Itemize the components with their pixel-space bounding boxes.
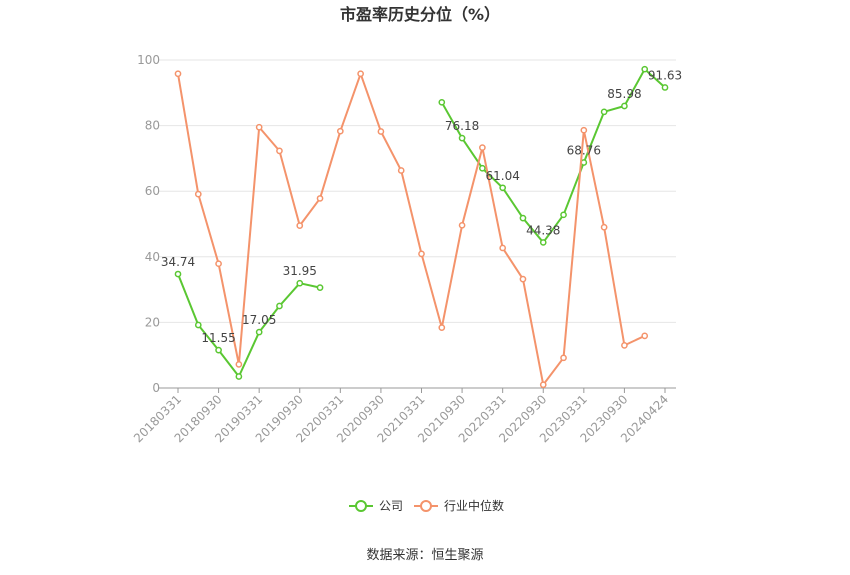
legend-item-industry-median[interactable]: 行业中位数	[414, 498, 504, 513]
data-point[interactable]	[255, 123, 263, 131]
y-tick-label: 100	[137, 53, 160, 67]
data-point[interactable]	[458, 221, 466, 229]
grid	[158, 59, 676, 323]
data-point[interactable]	[539, 381, 547, 389]
data-label: 91.63	[648, 68, 682, 82]
chart-title: 市盈率历史分位（%）	[340, 5, 500, 24]
legend-label-company: 公司	[379, 499, 403, 513]
data-point[interactable]	[276, 302, 283, 310]
data-labels: 34.74 11.55 17.05 31.95 76.18 61.04 44.38 68.76…	[161, 68, 682, 345]
data-point[interactable]	[479, 144, 486, 151]
y-tick-label: 40	[145, 250, 160, 264]
data-label: 68.76	[567, 143, 601, 157]
data-point[interactable]	[418, 250, 425, 258]
data-point[interactable]	[661, 84, 669, 91]
data-point[interactable]	[560, 354, 567, 362]
data-point[interactable]	[600, 108, 608, 116]
data-point[interactable]	[215, 260, 222, 268]
data-point[interactable]	[316, 195, 324, 202]
data-point[interactable]	[316, 284, 324, 291]
data-point[interactable]	[174, 70, 182, 78]
data-label: 85.98	[607, 87, 641, 101]
data-point[interactable]	[377, 128, 385, 135]
legend-label-industry-median: 行业中位数	[444, 498, 504, 513]
data-label: 31.95	[283, 264, 317, 278]
data-point[interactable]	[458, 134, 466, 142]
data-point[interactable]	[215, 346, 222, 354]
data-point[interactable]	[438, 324, 446, 331]
data-point[interactable]	[336, 127, 344, 135]
data-point[interactable]	[438, 98, 446, 106]
series-line-1	[177, 72, 646, 386]
data-point[interactable]	[641, 65, 649, 73]
legend-item-company[interactable]: 公司	[349, 499, 403, 513]
legend-marker-industry-median	[420, 500, 432, 512]
legend-marker-company	[355, 500, 367, 512]
legend: 公司 行业中位数	[349, 498, 504, 513]
y-tick-label: 80	[145, 119, 160, 133]
data-point[interactable]	[539, 239, 547, 246]
data-point[interactable]	[276, 147, 283, 155]
data-label: 44.38	[526, 223, 560, 237]
data-point[interactable]	[479, 164, 486, 172]
data-label: 61.04	[485, 169, 519, 183]
data-point[interactable]	[499, 184, 507, 192]
axes: 0204060801002018033120180930201903312019…	[131, 53, 676, 445]
data-point[interactable]	[397, 167, 405, 174]
data-label: 11.55	[201, 331, 235, 345]
data-point[interactable]	[519, 275, 527, 283]
data-point[interactable]	[641, 332, 649, 340]
y-tick-label: 20	[145, 315, 160, 329]
data-point[interactable]	[499, 244, 507, 252]
y-tick-label: 60	[145, 184, 160, 198]
data-point[interactable]	[296, 279, 304, 287]
data-point[interactable]	[600, 223, 608, 231]
data-point[interactable]	[174, 270, 182, 278]
data-point[interactable]	[560, 211, 567, 219]
data-point[interactable]	[519, 214, 527, 222]
data-point[interactable]	[255, 328, 263, 336]
data-point[interactable]	[235, 361, 243, 368]
series-layer	[174, 65, 669, 389]
data-label: 17.05	[242, 313, 276, 327]
y-tick-label: 0	[152, 381, 160, 395]
data-point[interactable]	[194, 190, 202, 198]
data-point[interactable]	[621, 342, 628, 349]
data-point[interactable]	[296, 222, 304, 229]
data-point[interactable]	[621, 102, 628, 110]
source-note: 数据来源：恒生聚源	[366, 548, 483, 563]
data-point[interactable]	[194, 321, 202, 329]
data-label: 34.74	[161, 255, 195, 269]
data-point[interactable]	[235, 373, 243, 380]
data-label: 76.18	[445, 119, 479, 133]
series-line-0	[177, 273, 321, 378]
data-point[interactable]	[357, 70, 364, 78]
data-point[interactable]	[580, 126, 588, 134]
